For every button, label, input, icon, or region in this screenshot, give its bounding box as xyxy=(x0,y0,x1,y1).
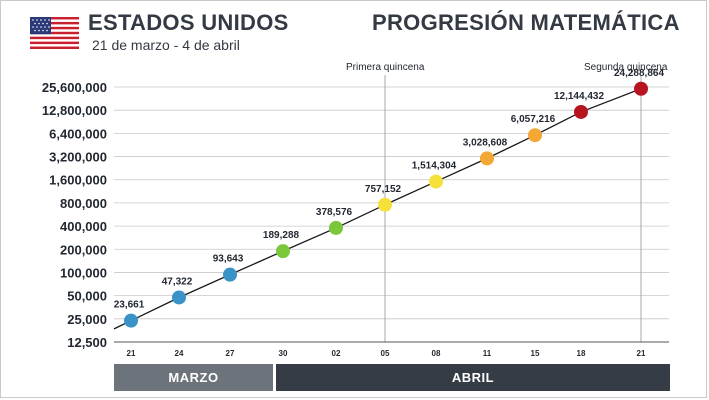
y-tick-label: 12,500 xyxy=(67,335,107,350)
annotation-label: Segunda quincena xyxy=(584,62,668,73)
data-label: 47,322 xyxy=(162,276,193,287)
x-tick-label: 27 xyxy=(226,349,235,358)
data-point xyxy=(124,313,138,328)
data-label: 12,144,432 xyxy=(554,91,604,102)
data-label: 6,057,216 xyxy=(511,114,556,125)
y-tick-label: 3,200,000 xyxy=(49,150,107,165)
x-tick-label: 05 xyxy=(381,349,390,358)
country-title: ESTADOS UNIDOS xyxy=(88,10,289,35)
data-point xyxy=(276,244,290,259)
x-tick-label: 15 xyxy=(531,349,540,358)
y-tick-label: 800,000 xyxy=(60,196,107,211)
data-label: 3,028,608 xyxy=(463,137,508,148)
y-tick-label: 25,600,000 xyxy=(42,80,107,95)
chart-title: PROGRESIÓN MATEMÁTICA xyxy=(372,10,680,35)
data-label: 378,576 xyxy=(316,207,353,218)
data-point xyxy=(528,128,542,143)
x-tick-label: 08 xyxy=(432,349,441,358)
x-tick-label: 21 xyxy=(637,349,646,358)
x-tick-label: 30 xyxy=(279,349,288,358)
x-tick-label: 24 xyxy=(175,349,184,358)
data-point xyxy=(634,81,648,96)
series-line xyxy=(113,88,642,330)
data-point xyxy=(172,290,186,305)
data-point xyxy=(378,197,392,212)
y-tick-label: 25,000 xyxy=(67,312,107,327)
data-point xyxy=(480,151,494,166)
y-tick-label: 50,000 xyxy=(67,289,107,304)
month-bar-april: ABRIL xyxy=(276,364,670,391)
data-label: 23,661 xyxy=(114,300,145,311)
y-tick-label: 200,000 xyxy=(60,242,107,257)
data-point xyxy=(223,267,237,282)
data-label: 24,288,864 xyxy=(614,68,664,79)
data-label: 757,152 xyxy=(365,184,402,195)
y-tick-label: 12,800,000 xyxy=(42,103,107,118)
data-point xyxy=(574,104,588,119)
data-label: 1,514,304 xyxy=(412,161,457,172)
y-tick-label: 1,600,000 xyxy=(49,173,107,188)
date-range: 21 de marzo - 4 de abril xyxy=(92,37,240,53)
us-flag-icon xyxy=(30,17,79,49)
annotation-label: Primera quincena xyxy=(346,62,425,73)
data-point xyxy=(329,220,343,235)
y-tick-label: 100,000 xyxy=(60,265,107,280)
y-tick-label: 400,000 xyxy=(60,219,107,234)
data-label: 189,288 xyxy=(263,230,300,241)
y-tick-label: 6,400,000 xyxy=(49,126,107,141)
month-bar-march: MARZO xyxy=(114,364,273,391)
x-tick-label: 02 xyxy=(332,349,341,358)
data-label: 93,643 xyxy=(213,254,244,265)
x-tick-label: 21 xyxy=(127,349,136,358)
x-tick-label: 18 xyxy=(577,349,586,358)
data-point xyxy=(429,174,443,189)
x-tick-label: 11 xyxy=(483,349,492,358)
